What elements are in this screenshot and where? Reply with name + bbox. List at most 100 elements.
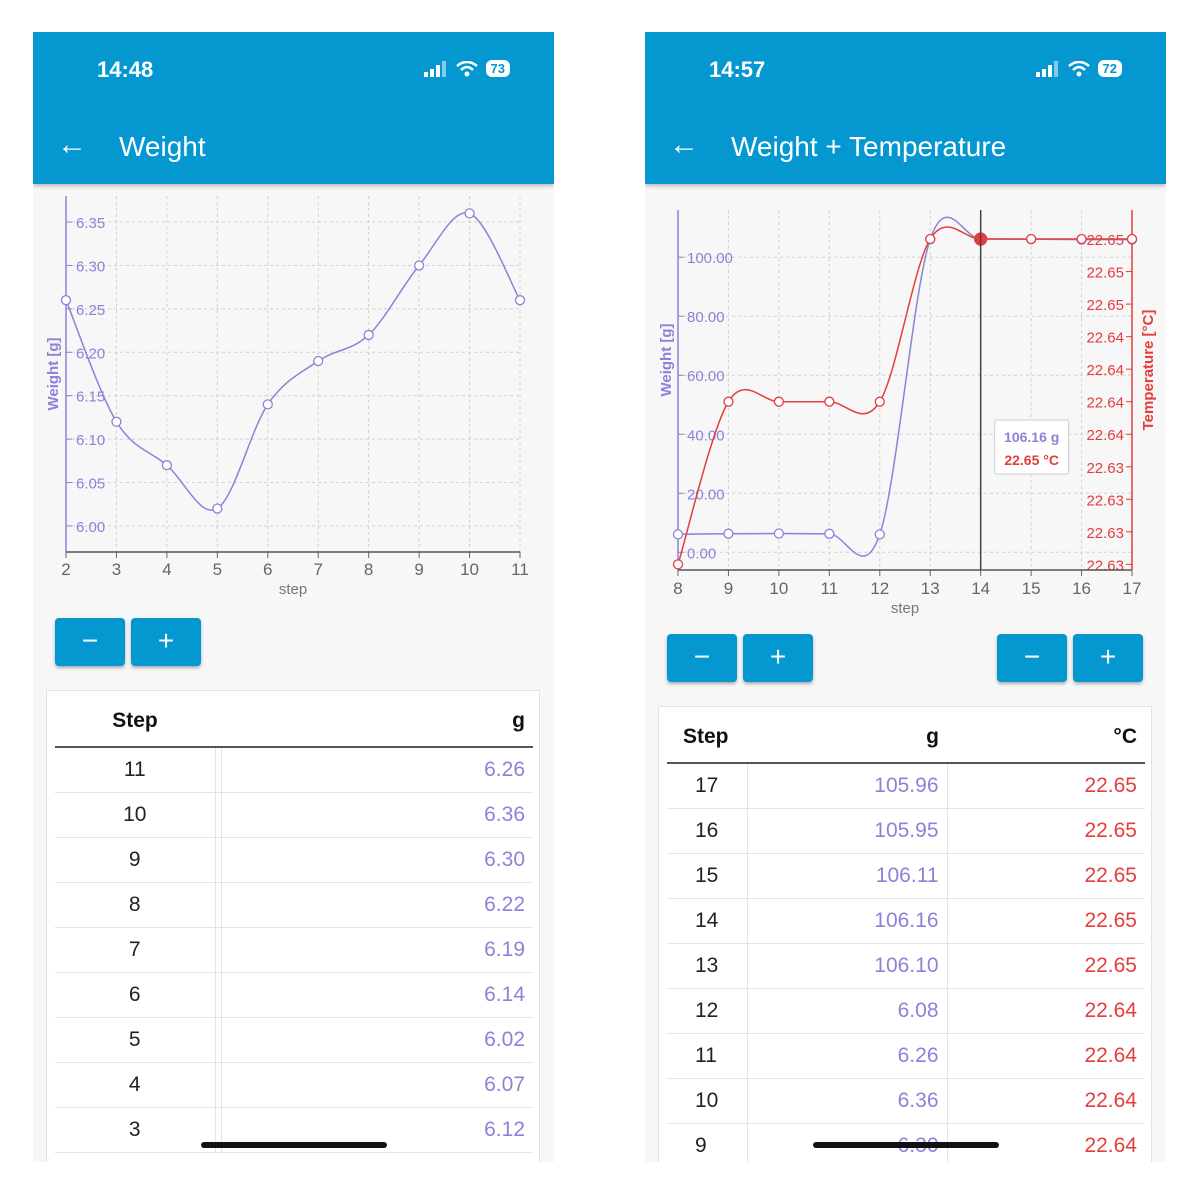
temperature-data-point: [1076, 233, 1087, 245]
column-header-step[interactable]: Step: [667, 711, 747, 764]
table-row[interactable]: 10 6.36: [55, 792, 533, 838]
y2-tick-label: 22.65: [1086, 232, 1124, 249]
weight-data-point: [824, 528, 835, 539]
temperature-data-point: [723, 396, 734, 407]
cell-blank: [214, 1017, 222, 1063]
x-tick-label: 8: [364, 560, 373, 579]
column-header-celsius[interactable]: °C: [947, 711, 1145, 764]
cell-temperature: 22.64: [946, 988, 1145, 1034]
cell-blank: [214, 1062, 222, 1108]
table-row[interactable]: 7 6.19: [55, 927, 533, 973]
table-row[interactable]: 13 106.10 22.65: [667, 943, 1145, 989]
table-row[interactable]: 17 105.96 22.65: [667, 763, 1145, 809]
cell-step: 13: [667, 943, 747, 989]
y2-tick-label: 22.64: [1086, 427, 1124, 444]
table-row[interactable]: 11 6.26 22.64: [667, 1033, 1145, 1079]
table-row[interactable]: 11 6.26: [55, 747, 533, 793]
weight-data-point: [413, 260, 425, 271]
zoom-out-button[interactable]: −: [55, 618, 125, 666]
battery-icon: 72: [1097, 60, 1122, 77]
table-row[interactable]: 12 6.08 22.64: [667, 988, 1145, 1034]
x-tick-label: 6: [263, 560, 272, 579]
y-tick-label: 0.00: [687, 545, 716, 562]
x-tick-label: 5: [213, 560, 222, 579]
y-tick-label: 6.00: [76, 519, 105, 536]
weight-data-point: [313, 355, 324, 367]
x-tick-label: 13: [921, 579, 940, 598]
temperature-data-point: [874, 396, 885, 407]
cell-temperature: 22.65: [946, 808, 1145, 854]
table-row[interactable]: 15 106.11 22.65: [667, 853, 1145, 899]
x-tick-label: 10: [769, 579, 788, 598]
cell-blank: [214, 792, 222, 838]
cell-blank: [214, 837, 222, 883]
cell-temperature: 22.65: [946, 898, 1145, 944]
cell-weight: 6.26: [220, 747, 533, 793]
y2-tick-label: 22.63: [1086, 460, 1124, 477]
cell-step: 6: [55, 972, 215, 1018]
weight-data-point: [723, 528, 734, 539]
table-row[interactable]: 10 6.36 22.64: [667, 1078, 1145, 1124]
y-tick-label: 6.15: [76, 389, 105, 406]
y-tick-label: 6.35: [76, 215, 105, 232]
cell-temperature: 22.65: [946, 853, 1145, 899]
signal-icon: [423, 60, 446, 77]
x-tick-label: 16: [1072, 579, 1091, 598]
cell-temperature: 22.64: [946, 1033, 1145, 1079]
weight-data-point: [161, 460, 173, 471]
cell-step: 15: [667, 853, 747, 899]
weight-data-point: [514, 295, 526, 306]
back-arrow-icon[interactable]: ←: [57, 128, 87, 161]
temperature-data-point: [925, 233, 936, 245]
zoom-in-button-left[interactable]: +: [743, 634, 813, 682]
table-row[interactable]: 5 6.02: [55, 1017, 533, 1063]
app-bar: 14:48 73 ← Weight: [33, 32, 554, 184]
cell-step: 16: [667, 808, 747, 854]
table-row[interactable]: 4 6.07: [55, 1062, 533, 1108]
temperature-data-point: [1126, 233, 1138, 245]
weight-chart-svg[interactable]: 2 3 4 5 6 7 8 9 10 11 6.00 6.05 6.10 6.15 6.20 6.25 6.30…: [33, 190, 554, 610]
y-tick-label: 6.05: [76, 476, 105, 493]
weight-temperature-chart-svg[interactable]: 8 9 10 11 12 13 14 15 16 17 0.00 20.00 40.00 60.00 80.…: [645, 204, 1166, 629]
zoom-out-button-right[interactable]: −: [997, 634, 1067, 682]
x-tick-label: 15: [1022, 579, 1041, 598]
zoom-in-button-right[interactable]: +: [1073, 634, 1143, 682]
table-row[interactable]: 9 6.30: [55, 837, 533, 883]
cell-weight: 6.14: [220, 972, 533, 1018]
y-tick-label: 20.00: [687, 486, 725, 503]
table-row[interactable]: 3 6.12: [55, 1107, 533, 1153]
table-row[interactable]: 16 105.95 22.65: [667, 808, 1145, 854]
page-title: Weight + Temperature: [731, 131, 1007, 162]
cell-step: 10: [667, 1078, 747, 1124]
column-header-g[interactable]: g: [221, 695, 533, 748]
phone-screen-weight: 14:48 73 ← Weight 2 3 4 5 6 7 8 9 10 11 6.00 6.05 6.…: [33, 32, 554, 1162]
weight-data-point: [262, 399, 273, 410]
table-row[interactable]: 8 6.22: [55, 882, 533, 928]
y-axis-label: Weight [g]: [45, 337, 62, 410]
temperature-data-point: [1025, 233, 1037, 245]
cell-blank: [214, 882, 222, 928]
x-tick-label: 4: [162, 560, 171, 579]
column-header-g[interactable]: g: [747, 711, 947, 764]
back-arrow-icon[interactable]: ←: [669, 128, 699, 161]
cell-temperature: 22.65: [946, 943, 1145, 989]
y2-tick-label: 22.63: [1086, 525, 1124, 542]
column-header-step[interactable]: Step: [55, 695, 215, 748]
weight-data-point: [111, 416, 122, 427]
weight-temperature-chart: 8 9 10 11 12 13 14 15 16 17 0.00 20.00 40.00 60.00 80.…: [645, 204, 1166, 634]
tooltip-weight: 106.16 g: [1004, 429, 1059, 445]
cell-weight: 6.19: [220, 927, 533, 973]
zoom-in-button[interactable]: +: [131, 618, 201, 666]
wifi-icon: [455, 60, 478, 76]
cell-step: 17: [667, 763, 747, 809]
weight-temperature-table: Step g °C 17 105.96 22.65 16 105.95 22.65 15 10…: [658, 706, 1152, 1162]
phone-screen-weight-temperature: 14:57 72 ← Weight + Temperature 8 9 10 11 12…: [645, 32, 1166, 1162]
table-row[interactable]: 14 106.16 22.65: [667, 898, 1145, 944]
cell-step: 4: [55, 1062, 215, 1108]
temperature-data-point: [672, 559, 684, 570]
y-tick-label: 60.00: [687, 368, 725, 385]
zoom-out-button-left[interactable]: −: [667, 634, 737, 682]
cell-blank: [214, 747, 222, 793]
cell-weight: 6.08: [746, 988, 947, 1034]
table-row[interactable]: 6 6.14: [55, 972, 533, 1018]
